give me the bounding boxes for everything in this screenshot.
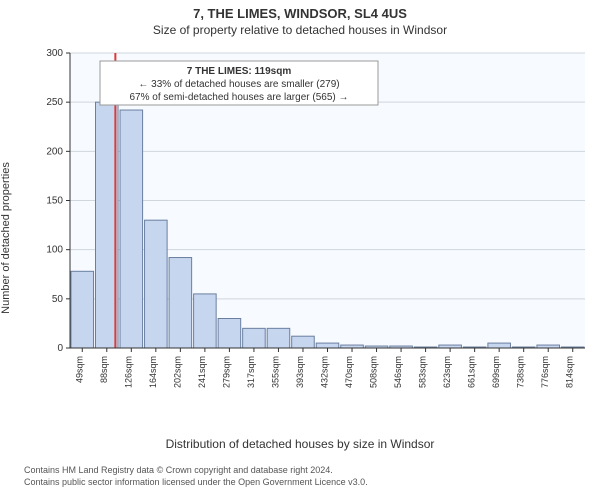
svg-text:432sqm: 432sqm	[320, 356, 330, 388]
x-axis-label: Distribution of detached houses by size …	[0, 437, 600, 451]
histogram-svg: 0 50 100 150 200 250 300 49sqm 88sqm 126sqm 164sqm…	[30, 43, 590, 403]
svg-text:393sqm: 393sqm	[295, 356, 305, 388]
svg-text:661sqm: 661sqm	[467, 356, 477, 388]
footer-attribution: Contains HM Land Registry data © Crown c…	[0, 465, 600, 494]
chart-title: 7, THE LIMES, WINDSOR, SL4 4US	[0, 6, 600, 21]
svg-text:250: 250	[46, 97, 63, 108]
svg-text:776sqm: 776sqm	[540, 356, 550, 388]
svg-text:50: 50	[52, 294, 64, 305]
svg-text:317sqm: 317sqm	[246, 356, 256, 388]
svg-text:699sqm: 699sqm	[491, 356, 501, 388]
footer-line-1: Contains HM Land Registry data © Crown c…	[24, 465, 590, 477]
footer-line-2: Contains public sector information licen…	[24, 477, 590, 489]
svg-text:7 THE LIMES: 119sqm: 7 THE LIMES: 119sqm	[187, 66, 292, 77]
svg-text:508sqm: 508sqm	[369, 356, 379, 388]
svg-text:← 33% of detached houses are s: ← 33% of detached houses are smaller (27…	[138, 79, 339, 90]
svg-text:49sqm: 49sqm	[74, 356, 84, 383]
chart-area: Number of detached properties 0 50 100 150 2…	[0, 43, 600, 433]
svg-text:279sqm: 279sqm	[221, 356, 231, 388]
svg-text:300: 300	[46, 48, 63, 59]
svg-text:126sqm: 126sqm	[123, 356, 133, 388]
svg-text:355sqm: 355sqm	[270, 356, 280, 388]
svg-text:164sqm: 164sqm	[148, 356, 158, 388]
svg-text:814sqm: 814sqm	[565, 356, 575, 388]
svg-text:470sqm: 470sqm	[344, 356, 354, 388]
svg-text:241sqm: 241sqm	[197, 356, 207, 388]
svg-text:583sqm: 583sqm	[418, 356, 428, 388]
svg-text:546sqm: 546sqm	[393, 356, 403, 388]
svg-text:738sqm: 738sqm	[516, 356, 526, 388]
svg-text:150: 150	[46, 196, 63, 207]
svg-text:100: 100	[46, 245, 63, 256]
chart-subtitle: Size of property relative to detached ho…	[0, 23, 600, 37]
y-axis-label: Number of detached properties	[0, 162, 12, 314]
svg-text:200: 200	[46, 146, 63, 157]
svg-text:202sqm: 202sqm	[172, 356, 182, 388]
svg-text:67% of semi-detached houses ar: 67% of semi-detached houses are larger (…	[129, 92, 348, 103]
svg-text:0: 0	[57, 343, 63, 354]
svg-text:88sqm: 88sqm	[99, 356, 109, 383]
svg-text:623sqm: 623sqm	[442, 356, 452, 388]
